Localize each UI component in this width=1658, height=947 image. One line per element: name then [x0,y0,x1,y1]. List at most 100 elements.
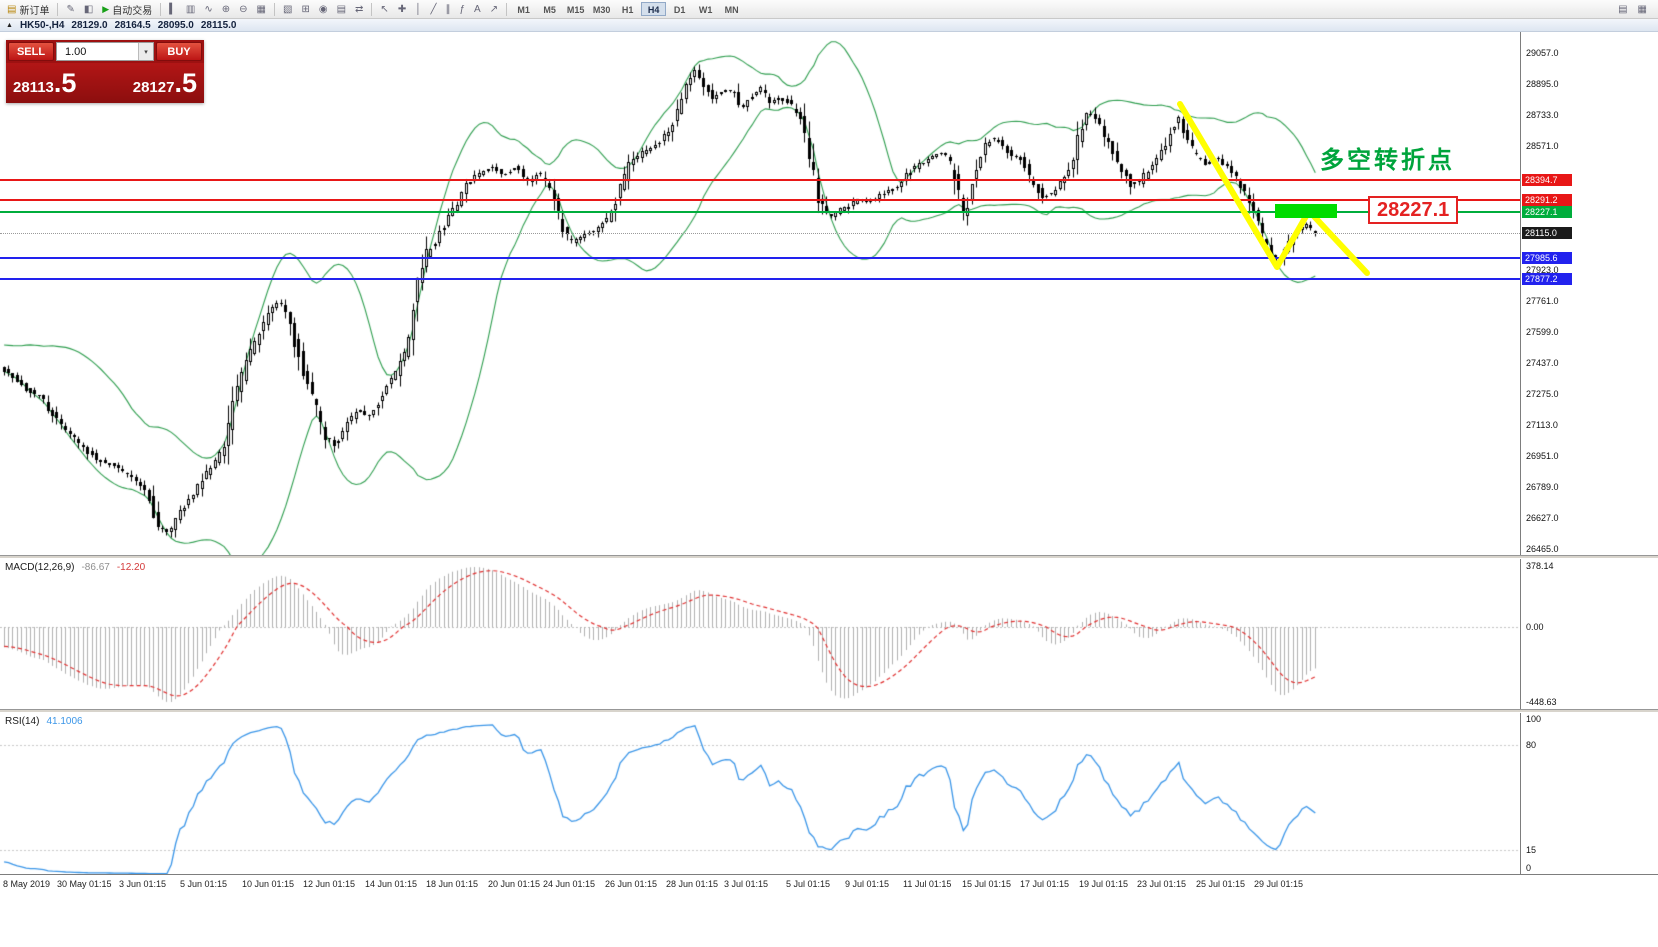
auto-scroll-button[interactable]: ◉ [315,1,332,17]
time-axis-label: 18 Jun 01:15 [426,879,479,889]
timeframe-button-mn[interactable]: MN [719,2,744,16]
price-badge-support: 27877.2 [1522,272,1572,285]
arrow-object-button[interactable]: ↗ [486,1,502,17]
add-indicator-icon: ⊞ [301,3,310,15]
line-chart-icon: ∿ [204,3,213,15]
crosshair-button[interactable]: ✚ [394,1,410,17]
text-label-button[interactable]: A [470,1,485,17]
ohlc-open: 28129.0 [71,19,108,31]
macd-label: MACD(12,26,9) -86.67 -12.20 [5,562,146,573]
timeframe-button-h1[interactable]: H1 [615,2,640,16]
time-axis-label: 24 Jun 01:15 [543,879,596,889]
candlestick-chart-button[interactable]: ▥ [182,1,199,17]
timeframe-button-m1[interactable]: M1 [511,2,536,16]
cursor-button[interactable]: ↖ [376,1,392,17]
macd-signal-value: -12.20 [116,562,146,573]
new-order-button[interactable]: ▤ 新订单 [3,1,53,17]
rsi-axis-label: 15 [1526,844,1537,855]
highlight-zone[interactable] [1275,204,1337,218]
zoom-in-button[interactable]: ⊕ [218,1,234,17]
terminal-button[interactable]: ◧ [80,1,97,17]
timeframe-button-m5[interactable]: M5 [537,2,562,16]
price-badge-pivot: 28227.1 [1522,205,1572,218]
price-tick-label: 27113.0 [1526,420,1558,430]
fibonacci-icon: ƒ [459,3,466,15]
timeframe-button-m30[interactable]: M30 [589,2,614,16]
print-button[interactable]: ▤ [1614,1,1631,17]
rsi-value: 41.1006 [46,716,83,727]
data-window-button[interactable]: ▤ [333,1,350,17]
panel-splitter[interactable] [0,555,1658,559]
timeframe-button-d1[interactable]: D1 [667,2,692,16]
ohlc-close: 28115.0 [200,19,237,31]
toolbar-separator [57,2,59,16]
price-tick-label: 27599.0 [1526,327,1559,337]
auto-scroll-icon: ◉ [318,3,328,15]
channel-button[interactable]: ∥ [441,1,454,17]
add-indicator-button[interactable]: ⊞ [297,1,313,17]
vertical-line-button[interactable]: │ [411,1,425,17]
line-chart-button[interactable]: ∿ [200,1,216,17]
ask-price: 28127.5 [132,67,197,98]
terminal-icon: ◧ [83,3,94,15]
zoom-out-icon: ⊖ [239,3,248,15]
panel-splitter[interactable] [0,709,1658,713]
tile-windows-button[interactable]: ▦ [253,1,270,17]
price-tick-label: 27275.0 [1526,389,1559,399]
top-toolbar: ▤ 新订单 ✎ ◧ ▶ 自动交易 ▍ ▥ ∿ ⊕ ⊖ ▦ ▧ ⊞ ◉ ▤ ⇄ ↖ ✚ │ ╱ ∥ ƒ A ↗ M1… [0,0,1658,19]
hline-support[interactable] [0,277,1520,280]
metaeditor-icon: ✎ [66,3,75,15]
fibonacci-button[interactable]: ƒ [455,1,469,17]
new-chart-button[interactable]: ▧ [279,1,296,17]
price-badge-resistance: 28291.2 [1522,193,1572,206]
time-axis-label: 17 Jul 01:15 [1020,879,1070,889]
hline-last-price[interactable] [0,233,1520,235]
time-axis-label: 11 Jul 01:15 [903,879,952,889]
new-order-icon: ▤ [7,3,17,15]
autotrading-label: 自动交易 [112,5,153,17]
chart-shift-button[interactable]: ⇄ [351,1,367,17]
panel-toggle-icon[interactable]: ▲ [6,21,13,29]
time-axis-label: 23 Jul 01:15 [1137,879,1187,889]
timeframe-button-m15[interactable]: M15 [563,2,588,16]
price-badge-last-price: 28115.0 [1522,227,1572,240]
hline-resistance[interactable] [0,198,1520,201]
print-preview-button[interactable]: ▦ [1634,1,1651,17]
arrow-object-icon: ↗ [489,3,499,15]
price-tick-label: 27923.0 [1526,265,1559,275]
autotrading-button[interactable]: ▶ 自动交易 [98,1,156,17]
zoom-in-icon: ⊕ [221,3,231,15]
hline-resistance[interactable] [0,178,1520,181]
macd-canvas[interactable] [0,559,1520,710]
timeframe-button-w1[interactable]: W1 [693,2,718,16]
rsi-label: RSI(14) 41.1006 [5,716,83,727]
turning-point-label[interactable]: 多空转折点 [1320,147,1455,174]
bar-chart-button[interactable]: ▍ [165,1,181,17]
price-callout-label[interactable]: 28227.1 [1368,196,1459,224]
time-axis-label: 30 May 01:15 [57,879,112,889]
price-tick-label: 29057.0 [1526,48,1559,58]
buy-button[interactable]: BUY [156,42,202,61]
timeframe-button-h4[interactable]: H4 [641,2,667,16]
candlestick-canvas[interactable] [0,32,1520,556]
time-axis-label: 5 Jun 01:15 [180,879,228,889]
sell-button[interactable]: SELL [8,42,54,61]
chart-caption-bar: ▲ HK50-,H4 28129.0 28164.5 28095.0 28115… [0,19,1658,32]
ohlc-low: 28095.0 [157,19,194,31]
volume-value: 1.00 [65,45,87,58]
time-axis-label: 25 Jul 01:15 [1196,879,1246,889]
time-axis-label: 20 Jun 01:15 [488,879,541,889]
rsi-canvas[interactable] [0,713,1520,874]
volume-dropdown-icon[interactable]: ▾ [138,43,153,60]
crosshair-icon: ✚ [397,3,407,15]
text-label-icon: A [474,3,481,15]
chart-title-symbol: HK50-,H4 [19,19,65,31]
trendline-button[interactable]: ╱ [426,1,440,17]
zoom-out-button[interactable]: ⊖ [235,1,251,17]
metaeditor-button[interactable]: ✎ [62,1,78,17]
hline-pivot[interactable] [0,210,1520,213]
hline-support[interactable] [0,257,1520,260]
volume-input[interactable]: 1.00 ▾ [56,42,154,61]
time-axis-label: 26 Jun 01:15 [605,879,658,889]
